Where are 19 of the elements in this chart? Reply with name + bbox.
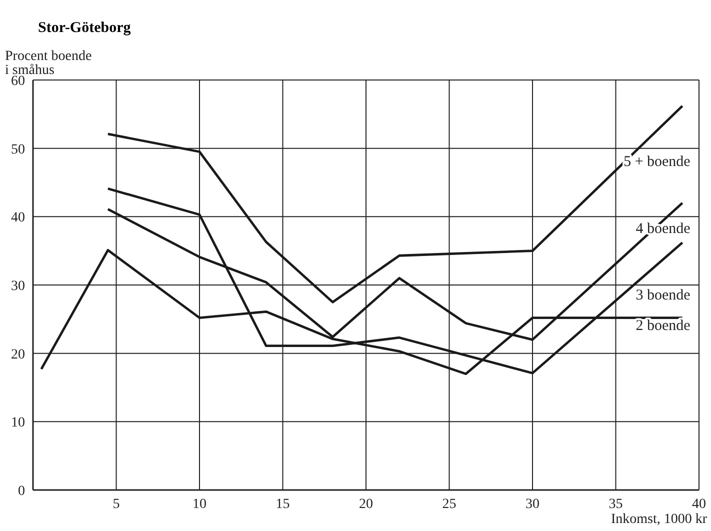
x-tick-label: 40 [692,496,706,512]
y-tick-label: 10 [11,416,25,431]
x-tick-label: 10 [192,496,206,512]
y-tick-label: 30 [11,278,25,294]
x-tick-label: 5 [112,496,120,512]
chart-title: Stor-Göteborg [38,20,131,37]
x-tick-label: 20 [359,496,373,512]
y-tick-label: 0 [18,484,25,499]
y-tick-label: 60 [11,74,25,89]
x-tick-label: 35 [608,496,623,512]
series-label: 2 boende [636,318,691,334]
y-tick-label: 50 [11,142,25,158]
y-tick-label: 40 [11,210,25,226]
x-tick-label: 15 [276,496,290,512]
x-tick-label: 30 [526,496,540,512]
y-tick-label: 20 [11,347,25,362]
x-axis-title: Inkomst, 1000 kr [610,512,707,528]
x-tick-label: 25 [442,496,456,512]
series-label: 3 boende [636,288,691,304]
